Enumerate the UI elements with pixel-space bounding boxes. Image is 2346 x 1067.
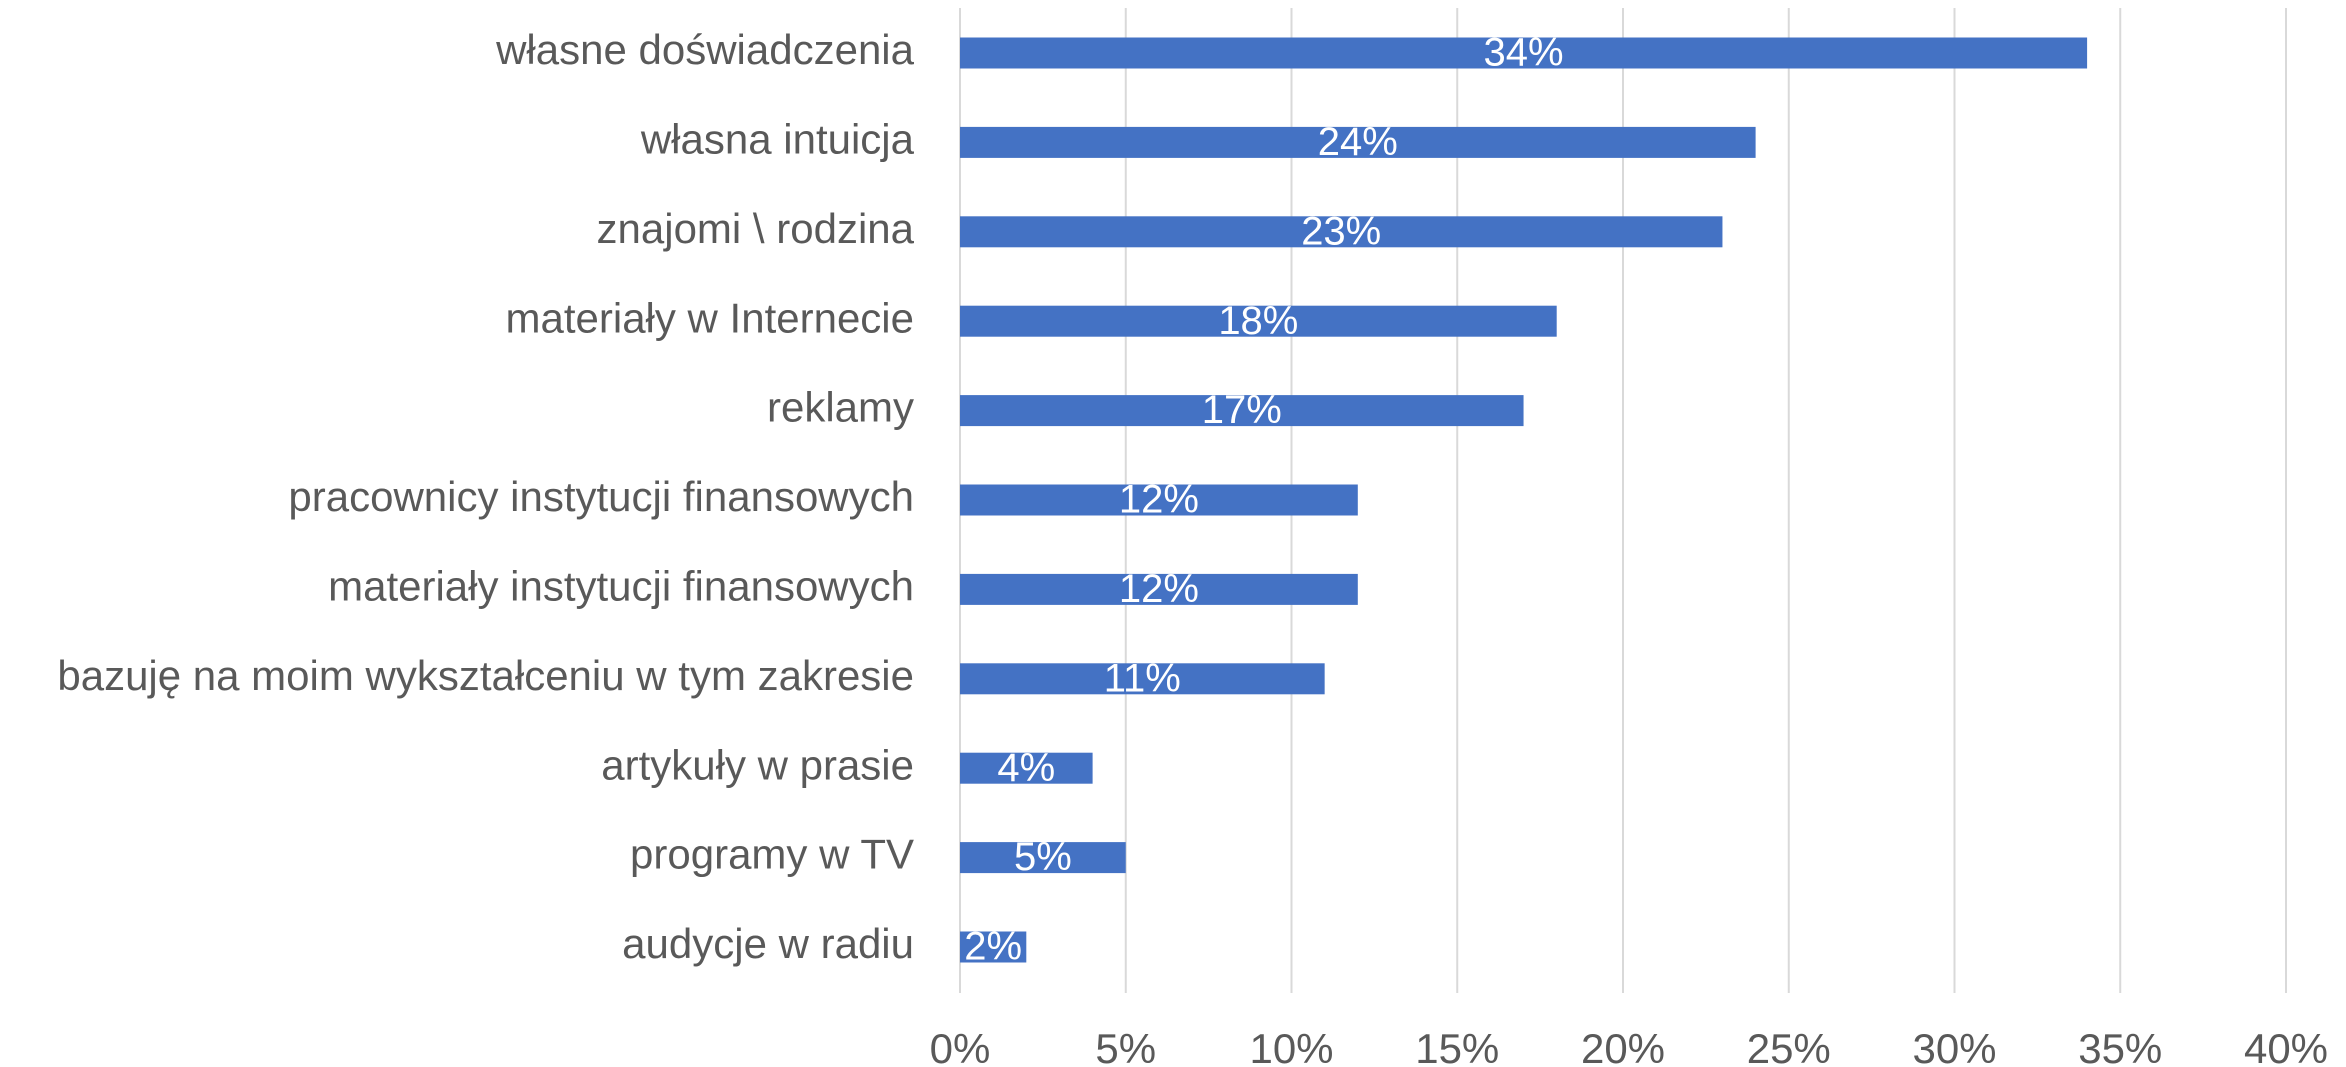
- x-tick-label: 20%: [1581, 1025, 1665, 1067]
- y-tick-label: materiały instytucji finansowych: [328, 562, 914, 609]
- y-tick-label: własna intuicja: [640, 115, 915, 162]
- y-tick-label: własne doświadczenia: [495, 26, 915, 73]
- bar: [960, 663, 1325, 695]
- data-label: 4%: [997, 746, 1055, 790]
- data-label: 17%: [1202, 388, 1282, 432]
- x-tick-label: 15%: [1415, 1025, 1499, 1067]
- bar: [960, 842, 1126, 874]
- x-tick-label: 10%: [1249, 1025, 1333, 1067]
- bar: [960, 37, 2088, 69]
- x-tick-label: 35%: [2078, 1025, 2162, 1067]
- bar: [960, 395, 1524, 427]
- bar: [960, 573, 1358, 605]
- y-tick-label: pracownicy instytucji finansowych: [288, 473, 914, 520]
- bar: [960, 931, 1027, 963]
- x-tick-label: 25%: [1747, 1025, 1831, 1067]
- x-tick-label: 5%: [1095, 1025, 1156, 1067]
- x-tick-label: 40%: [2244, 1025, 2328, 1067]
- data-label: 12%: [1119, 567, 1199, 611]
- bar: [960, 305, 1557, 337]
- data-label: 34%: [1484, 31, 1564, 75]
- data-label: 12%: [1119, 478, 1199, 522]
- bar: [960, 126, 1756, 158]
- data-label: 11%: [1104, 656, 1181, 700]
- y-tick-label: materiały w Internecie: [506, 294, 915, 341]
- x-tick-label: 0%: [930, 1025, 991, 1067]
- y-tick-label: audycje w radiu: [622, 920, 914, 967]
- bar: [960, 752, 1093, 784]
- data-label: 5%: [1014, 835, 1072, 879]
- bar: [960, 216, 1723, 248]
- y-tick-label: reklamy: [767, 384, 914, 431]
- x-tick-label: 30%: [1912, 1025, 1996, 1067]
- data-label: 2%: [964, 925, 1022, 969]
- y-tick-label: artykuły w prasie: [601, 741, 914, 788]
- data-label: 24%: [1318, 120, 1398, 164]
- y-tick-label: bazuję na moim wykształceniu w tym zakre…: [57, 652, 914, 699]
- y-tick-label: znajomi \ rodzina: [597, 205, 915, 252]
- data-label: 18%: [1218, 299, 1298, 343]
- data-label: 23%: [1301, 209, 1381, 253]
- y-tick-label: programy w TV: [630, 831, 914, 878]
- bar: [960, 484, 1358, 516]
